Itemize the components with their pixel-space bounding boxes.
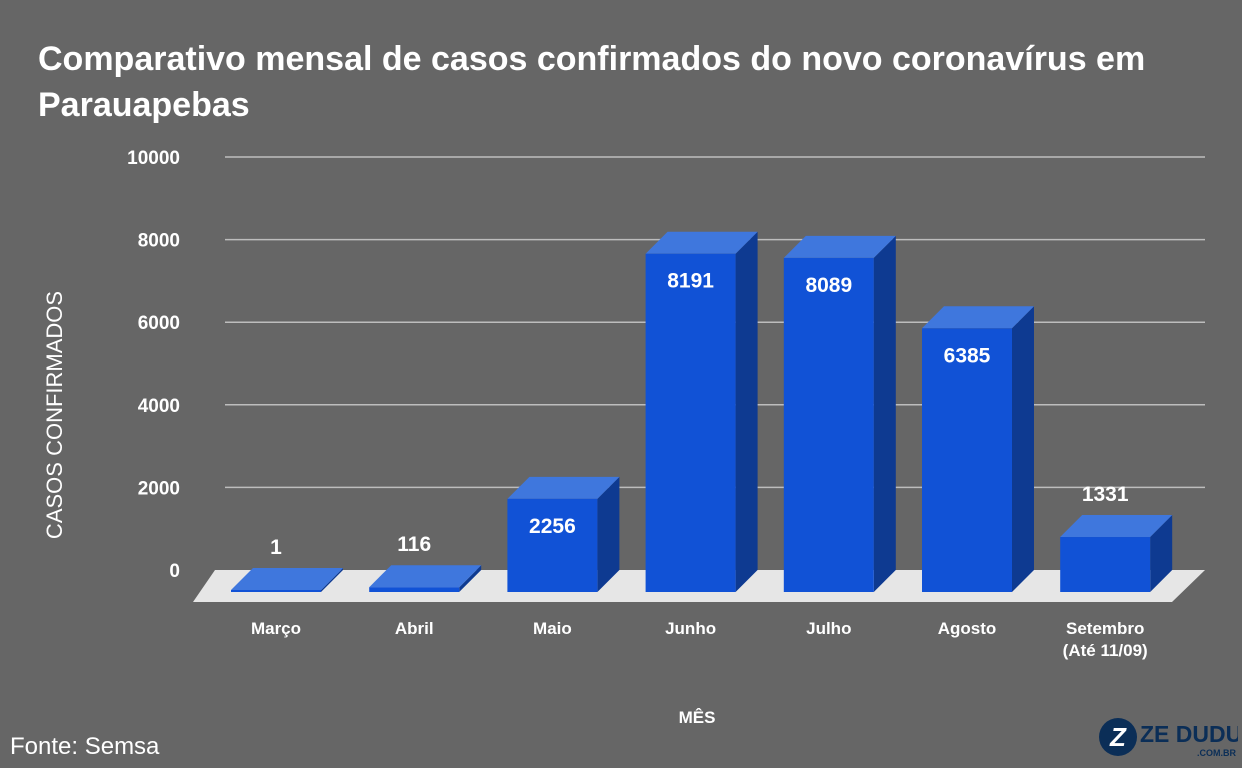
x-tick-label: Junho	[665, 619, 716, 638]
bar	[645, 231, 758, 592]
bar-top-face	[507, 476, 620, 499]
bar-front-face	[1060, 537, 1151, 592]
bar-front-face	[922, 328, 1012, 592]
bar-side-face	[1150, 515, 1173, 592]
bar-side-face	[459, 565, 482, 592]
logo-subtext: .COM.BR	[1197, 748, 1236, 758]
logo-mark: Z	[1109, 722, 1127, 752]
data-label: 116	[397, 533, 431, 556]
data-label: 6385	[944, 344, 991, 367]
data-label: 2256	[529, 515, 576, 538]
bar	[783, 235, 896, 592]
y-tick-label: 8000	[138, 231, 180, 252]
x-tick-label: Maio	[533, 619, 572, 638]
y-tick-label: 2000	[138, 478, 180, 499]
ze-dudu-logo: Z ZE DUDU .COM.BR	[1099, 718, 1238, 758]
source-note: Fonte: Semsa	[10, 733, 160, 760]
bars	[231, 231, 1173, 592]
data-label: 8191	[667, 270, 714, 293]
bar-top-face	[783, 235, 896, 258]
bar-top-face	[645, 231, 758, 254]
bar-front-face	[507, 498, 598, 592]
bar-front-face	[783, 257, 874, 592]
bar-side-face	[597, 476, 620, 592]
x-tick-label: Julho	[806, 619, 851, 638]
bar	[1060, 515, 1173, 592]
bar	[507, 476, 620, 592]
x-tick-label: Agosto	[938, 619, 997, 638]
bar-front-face	[231, 590, 321, 592]
x-tick-label: Abril	[395, 619, 434, 638]
x-tick-label: Setembro	[1066, 619, 1144, 638]
logo-text: ZE DUDU	[1140, 721, 1238, 747]
x-tick-label: (Até 11/09)	[1063, 641, 1148, 660]
y-axis-title: CASOS CONFIRMADOS	[42, 291, 67, 539]
bar	[369, 565, 482, 592]
bar-front-face	[369, 587, 460, 592]
x-tick-labels: Março Abril Maio Junho Julho Agosto Setembro (A…	[251, 619, 1148, 660]
bar-side-face	[735, 231, 758, 592]
data-label: 1331	[1082, 483, 1129, 506]
bar-side-face	[873, 235, 896, 592]
bar-top-face	[369, 565, 482, 588]
y-tick-labels: 0 2000 4000 6000 8000 10000	[127, 148, 180, 582]
y-tick-label: 4000	[138, 396, 180, 417]
logo-z-icon	[1099, 718, 1137, 756]
bar-top-face	[1060, 515, 1173, 538]
y-tick-label: 6000	[138, 313, 180, 334]
bar-top-face	[231, 568, 343, 590]
data-label: 1	[270, 536, 282, 559]
chart-title: Comparativo mensal de casos confirmados …	[38, 40, 1146, 124]
data-labels: 1 116 2256 8191 8089 6385 1331	[270, 270, 1129, 559]
bar-side-face	[1012, 306, 1034, 592]
bar	[231, 568, 343, 592]
x-axis-title: MÊS	[679, 708, 716, 727]
y-tick-label: 0	[169, 561, 180, 582]
bar-top-face	[922, 306, 1034, 329]
bar	[922, 306, 1034, 592]
data-label: 8089	[805, 274, 852, 297]
bar-side-face	[321, 568, 343, 592]
x-tick-label: Março	[251, 619, 301, 638]
y-tick-label: 10000	[127, 148, 180, 169]
bar-front-face	[645, 253, 736, 592]
